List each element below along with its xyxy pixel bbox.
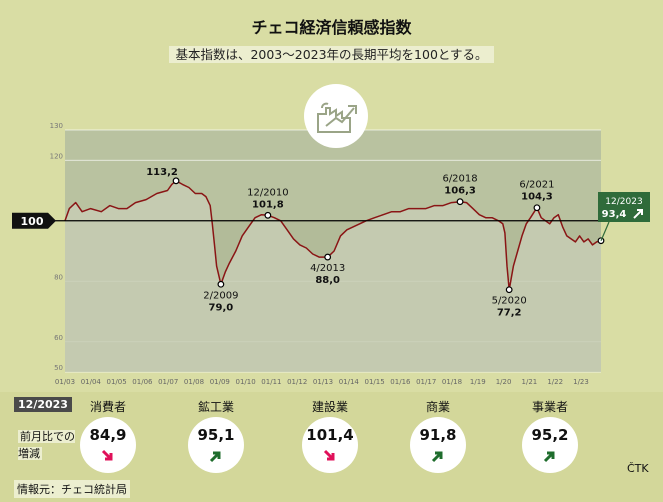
x-tick-label: 01/03: [55, 378, 75, 386]
x-tick-label: 01/14: [339, 378, 360, 386]
x-tick-label: 01/10: [236, 378, 256, 386]
agency-credit: ČTK: [627, 462, 649, 475]
business-circle: 95,2: [522, 417, 578, 473]
callout-box: [598, 192, 650, 222]
x-tick-label: 01/13: [313, 378, 333, 386]
x-tick-label: 01/09: [210, 378, 230, 386]
period-tag: 12/2023: [14, 397, 72, 412]
up-arrow-icon: [543, 451, 555, 463]
change-row-label: 前月比での 増減: [18, 430, 75, 460]
annotation-point: [264, 211, 272, 219]
annotation-date: 2/2009: [203, 290, 238, 301]
y-tick-label: 120: [50, 152, 63, 160]
y-tick-label: 80: [54, 273, 63, 281]
business-value: 95,2: [531, 426, 569, 444]
x-tick-label: 01/12: [287, 378, 307, 386]
annotation-value: 113,2: [146, 167, 178, 178]
consumers-value: 84,9: [89, 426, 127, 444]
annotation-value: 104,3: [521, 192, 553, 203]
annotation-point: [217, 280, 225, 288]
x-tick-label: 1/19: [470, 378, 486, 386]
x-tick-label: 01/06: [132, 378, 153, 386]
reference-tag: [12, 212, 56, 229]
down-arrow-icon: [101, 449, 113, 461]
y-tick-label: 50: [54, 364, 63, 372]
x-tick-label: 01/15: [365, 378, 385, 386]
x-tick-label: 1/21: [522, 378, 538, 386]
trade-circle: 91,8: [410, 417, 466, 473]
annotation-value: 77,2: [497, 308, 522, 319]
x-tick-label: 1/23: [573, 378, 589, 386]
annotation-value: 88,0: [315, 275, 340, 286]
annotation-date: 12/2010: [247, 187, 289, 198]
x-tick-label: 1/20: [496, 378, 512, 386]
x-tick-label: 01/18: [442, 378, 462, 386]
construction-value: 101,4: [306, 426, 354, 444]
annotation-point: [505, 286, 513, 294]
category-consumers: 消費者: [89, 400, 126, 414]
callout-value: 93,4: [602, 209, 627, 220]
factory-growth-icon: [304, 84, 368, 148]
x-tick-label: 1/22: [547, 378, 563, 386]
construction-circle: 101,4: [302, 417, 358, 473]
category-trade: 商業: [425, 400, 450, 414]
trade-value: 91,8: [419, 426, 457, 444]
down-arrow-icon: [323, 449, 335, 461]
source-note: 情報元：チェコ統計局: [14, 480, 130, 498]
annotation-date: 6/2018: [442, 174, 477, 185]
category-construction: 建設業: [311, 400, 348, 414]
x-tick-label: 01/16: [390, 378, 411, 386]
chart-title: チェコ経済信頼感指数: [251, 18, 412, 37]
category-business: 事業者: [531, 400, 568, 414]
series-area: [65, 180, 601, 372]
x-tick-label: 01/08: [184, 378, 204, 386]
x-tick-label: 01/07: [158, 378, 178, 386]
x-tick-label: 01/05: [107, 378, 127, 386]
annotation-date: 6/2021: [519, 180, 554, 191]
callout-date: 12/2023: [605, 197, 642, 207]
y-tick-label: 60: [54, 334, 63, 342]
annotation-point: [324, 253, 332, 261]
category-industry: 鉱工業: [197, 400, 234, 414]
annotation-point: [456, 198, 464, 206]
annotation-date: 4/2013: [310, 263, 345, 274]
annotation-value: 101,8: [252, 199, 284, 210]
up-arrow-icon: [209, 451, 221, 463]
callout-leader: [600, 221, 610, 241]
annotation-value: 106,3: [444, 186, 476, 197]
y-tick-label: 130: [50, 122, 63, 130]
x-tick-label: 01/11: [261, 378, 281, 386]
reference-label: 100: [21, 215, 44, 228]
annotation-date: 5/2020: [492, 296, 527, 307]
up-arrow-icon: [633, 209, 643, 219]
consumers-circle: 84,9: [80, 417, 136, 473]
x-tick-label: 01/17: [416, 378, 436, 386]
industry-value: 95,1: [197, 426, 235, 444]
up-arrow-icon: [431, 451, 443, 463]
annotation-point: [533, 204, 541, 212]
annotation-point: [172, 177, 180, 185]
chart-subtitle: 基本指数は、2003〜2023年の長期平均を100とする。: [0, 44, 663, 63]
x-tick-label: 01/04: [81, 378, 102, 386]
industry-circle: 95,1: [188, 417, 244, 473]
annotation-value: 79,0: [209, 302, 234, 313]
